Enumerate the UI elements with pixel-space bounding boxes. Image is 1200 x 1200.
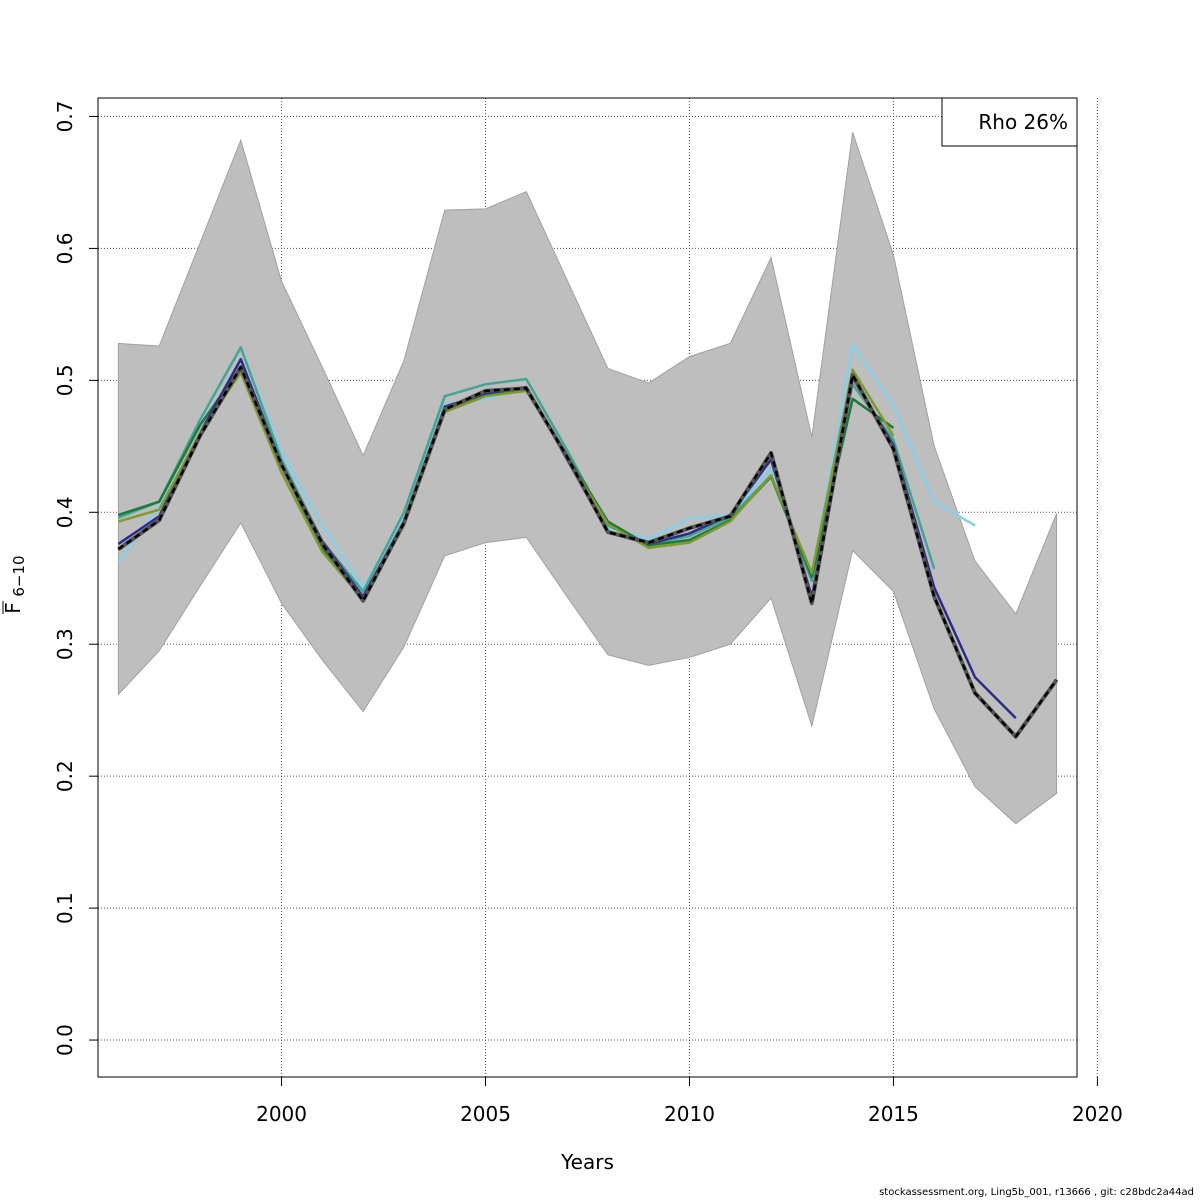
x-tick-label: 2010 (664, 1102, 715, 1126)
x-tick-label: 2005 (460, 1102, 511, 1126)
footer-credit: stockassessment.org, Ling5b_001, r13666 … (879, 1187, 1194, 1198)
x-tick-label: 2015 (868, 1102, 919, 1126)
x-tick-label: 2020 (1072, 1102, 1123, 1126)
legend-text: Rho 26% (978, 110, 1068, 134)
legend-frame (941, 97, 1078, 147)
y-tick-label: 0.2 (53, 760, 77, 792)
y-tick-label: 0.6 (53, 233, 77, 265)
x-tick-label: 2000 (256, 1102, 307, 1126)
confidence-band (117, 132, 1058, 825)
x-axis: 2000 2005 2010 2015 2020 (256, 1077, 1123, 1126)
y-tick-label: 0.4 (53, 496, 77, 528)
y-tick-label: 0.1 (53, 892, 77, 924)
plot-frame (97, 97, 1078, 1078)
y-axis-title: F 6−10 (1, 555, 28, 614)
legend-box: Rho 26% (941, 97, 1078, 147)
y-tick-label: 0.5 (53, 364, 77, 396)
y-tick-label: 0.0 (53, 1024, 77, 1056)
confidence-band-area (117, 132, 1058, 825)
series-line-4 (118, 368, 895, 601)
y-axis: 0.0 0.1 0.2 0.3 0.4 0.5 0.6 0.7 (53, 101, 98, 1056)
x-axis-title: Years (560, 1150, 614, 1174)
y-axis-title-main: F (1, 602, 25, 614)
series-line-5 (117, 365, 1058, 738)
y-axis-title-subscript: 6−10 (10, 555, 28, 596)
series-lines (117, 343, 1059, 739)
y-tick-label: 0.7 (53, 101, 77, 133)
y-tick-label: 0.3 (53, 628, 77, 660)
